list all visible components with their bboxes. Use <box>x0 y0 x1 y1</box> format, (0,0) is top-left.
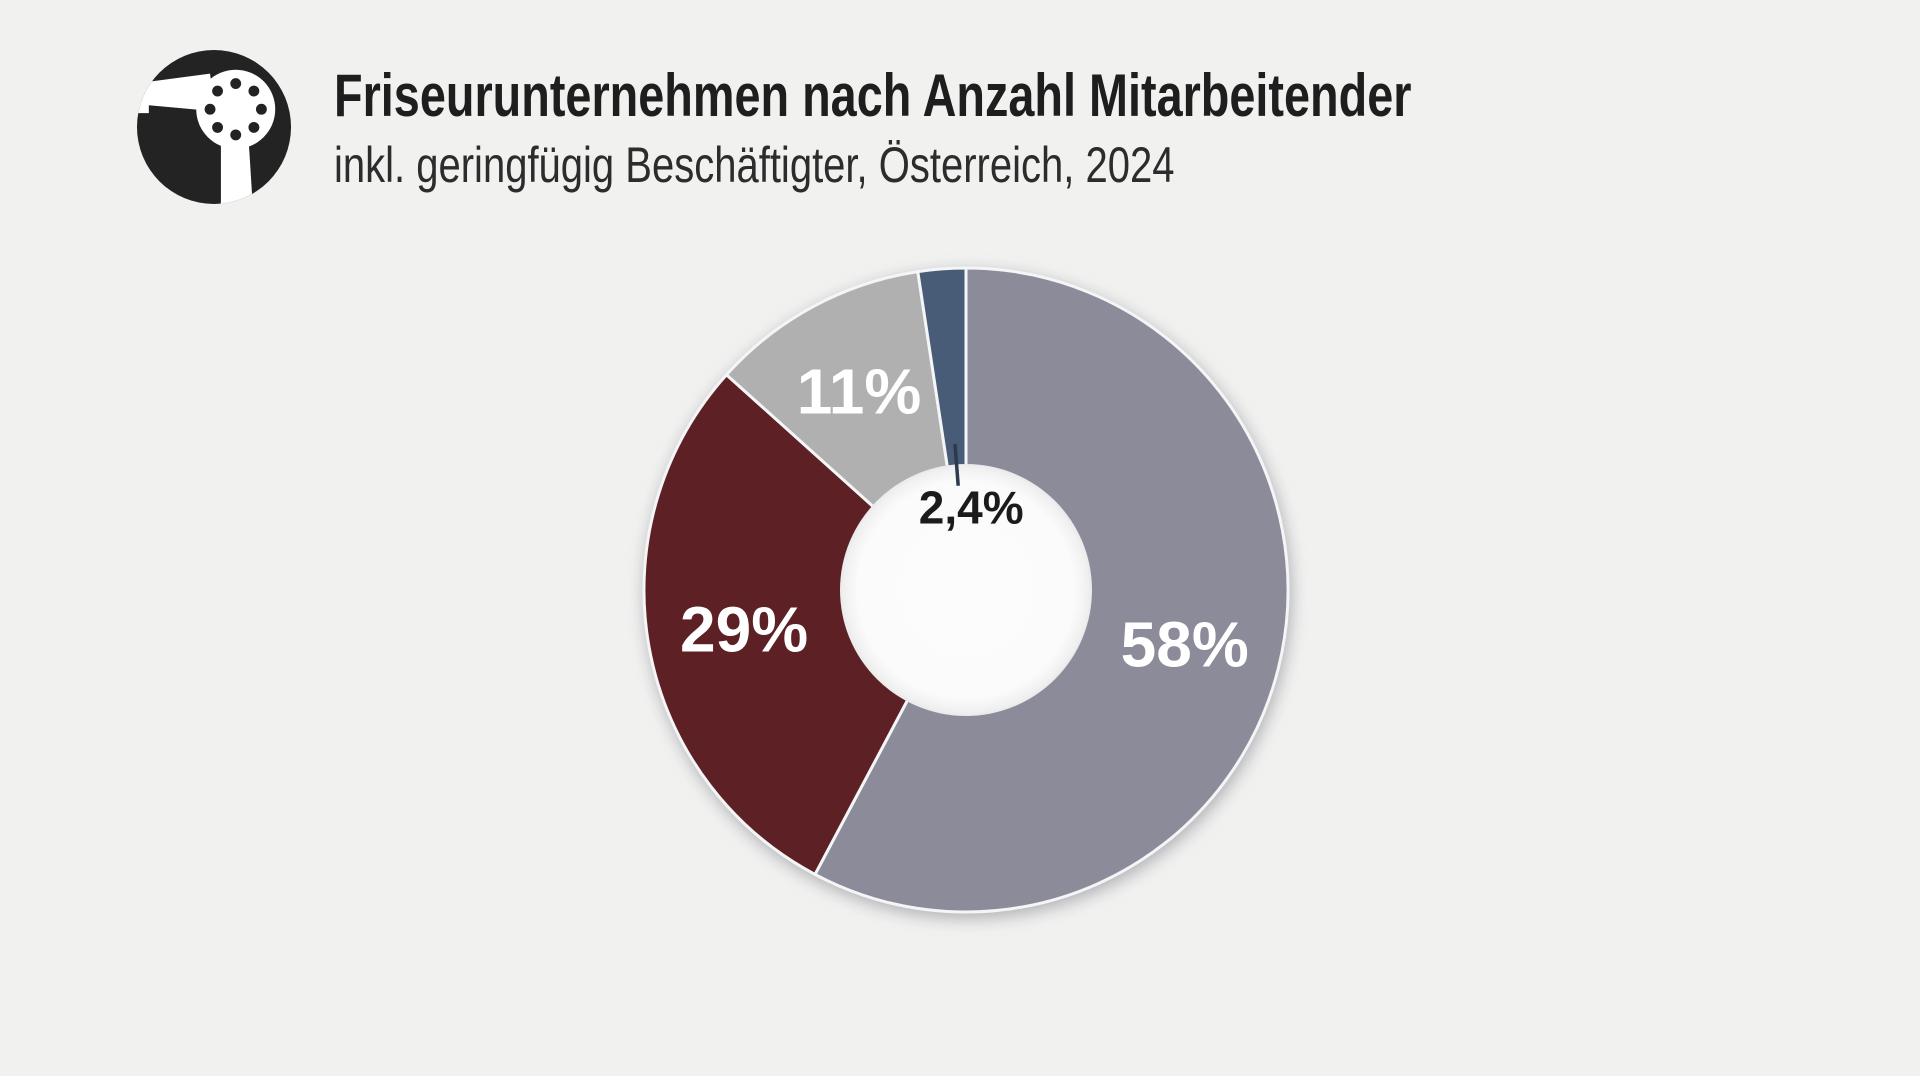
pie-slice <box>916 266 968 592</box>
logo-badge <box>135 48 293 206</box>
pie-slice <box>642 373 968 876</box>
callout-line <box>953 443 960 486</box>
pie-slice <box>813 266 1290 914</box>
hair-dryer-icon <box>136 49 292 205</box>
title-block: Friseurunternehmen nach Anzahl Mitarbeit… <box>334 62 1715 193</box>
slice-label: 29% <box>680 593 808 665</box>
slice-label-callout: 2,4% <box>919 482 1024 534</box>
chart-subtitle: inkl. geringfügig Beschäftigter, Österre… <box>334 137 1175 193</box>
header: Friseurunternehmen nach Anzahl Mitarbeit… <box>135 48 1715 206</box>
donut-slices <box>642 266 1290 914</box>
chart-title: Friseurunternehmen nach Anzahl Mitarbeit… <box>334 62 1412 129</box>
pie-slice <box>725 270 968 592</box>
donut-labels: 58% 29% 11% 2,4% <box>680 356 1249 681</box>
slice-label: 58% <box>1121 609 1249 681</box>
slice-label: 11% <box>797 356 922 428</box>
donut-hole <box>840 464 1092 716</box>
